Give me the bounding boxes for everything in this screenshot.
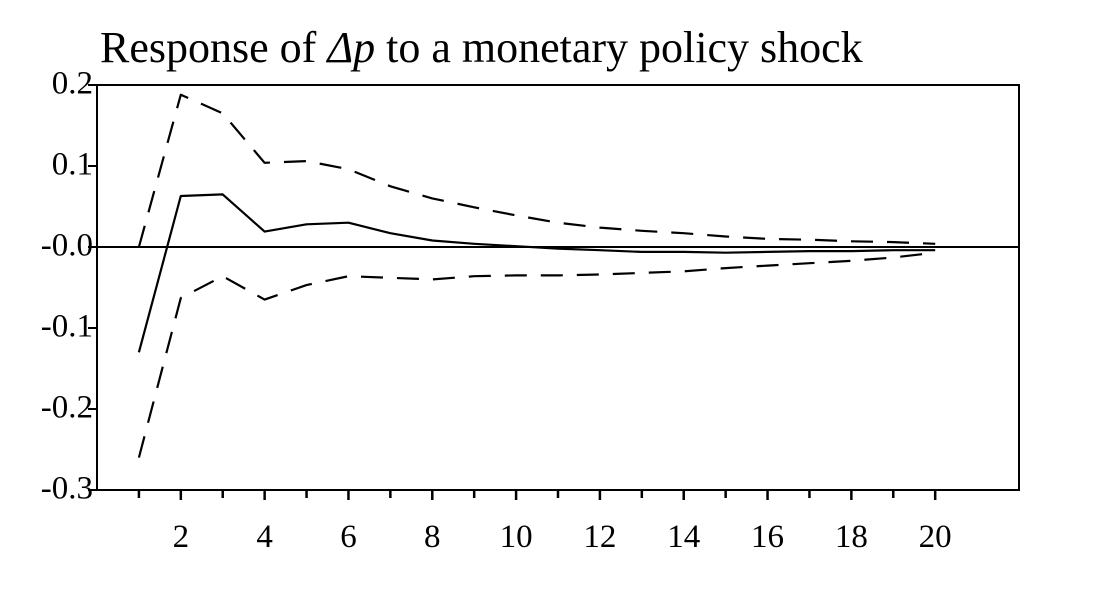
title-prefix: Response of [100, 23, 328, 72]
x-tick-label: 8 [424, 519, 441, 555]
x-tick-label: 18 [835, 519, 868, 555]
y-tick-label: -0.1 [41, 309, 93, 345]
y-tick-label: -0.0 [41, 228, 93, 264]
x-axis: 2 4 6 8 10 12 14 16 18 20 [137, 491, 952, 555]
x-tick-label: 12 [583, 519, 616, 555]
title-symbol: Δp [327, 23, 376, 72]
x-tick-label: 6 [340, 519, 357, 555]
title-suffix: to a monetary policy shock [375, 23, 863, 72]
series-layer [137, 93, 936, 458]
x-tick-label: 4 [256, 519, 273, 555]
y-tick-label: -0.3 [41, 471, 93, 507]
y-tick-label: 0.1 [52, 147, 93, 183]
x-tick-label: 20 [919, 519, 952, 555]
chart-title: Response of Δp to a monetary policy shoc… [100, 22, 863, 74]
y-tick-label: -0.2 [41, 390, 93, 426]
plot-frame [96, 84, 1020, 491]
x-tick-label: 10 [500, 519, 533, 555]
upper-band-line [137, 93, 936, 248]
y-axis: 0.2 0.1 -0.0 -0.1 -0.2 -0.3 [41, 66, 97, 507]
x-tick-label: 14 [667, 519, 700, 555]
impulse-response-line [137, 193, 936, 353]
x-tick-label: 2 [173, 519, 190, 555]
lower-band-line [137, 251, 936, 458]
y-tick-label: 0.2 [52, 66, 93, 102]
x-tick-label: 16 [751, 519, 784, 555]
